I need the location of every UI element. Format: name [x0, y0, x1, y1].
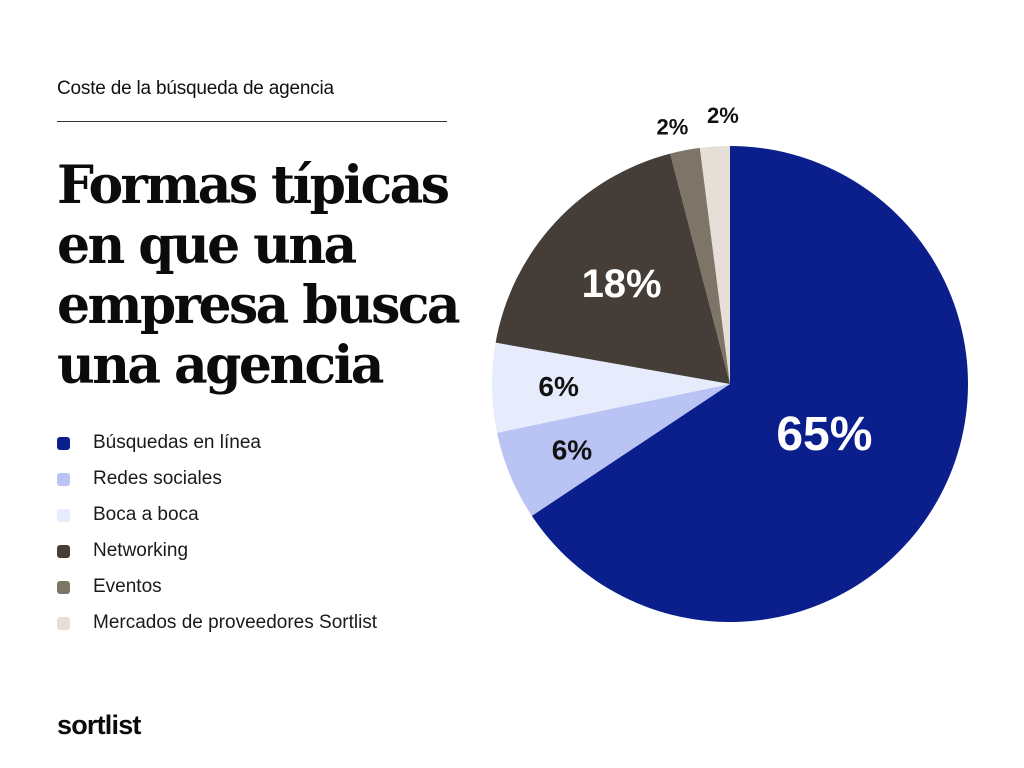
legend-swatch: [57, 436, 70, 450]
legend-item: Redes sociales: [57, 461, 377, 497]
chart-headline: Formas típicas en que una empresa busca …: [57, 156, 477, 396]
legend-label: Eventos: [93, 576, 162, 597]
pie-chart: 65% 6% 6% 18% 2% 2%: [492, 103, 968, 622]
legend-item: Mercados de proveedores Sortlist: [57, 605, 377, 641]
legend-label: Búsquedas en línea: [93, 432, 261, 453]
legend-swatch: [57, 616, 70, 630]
legend-label: Boca a boca: [93, 504, 199, 525]
pie-data-label: 2%: [707, 103, 739, 128]
headline-line-4: una agencia: [57, 335, 384, 396]
headline-line-1: Formas típicas: [57, 155, 450, 216]
legend-item: Eventos: [57, 569, 377, 605]
pie-data-label: 65%: [776, 408, 872, 461]
legend-swatch: [57, 508, 70, 522]
chart-eyebrow: Coste de la búsqueda de agencia: [57, 78, 334, 99]
sortlist-logo: sortlist: [57, 710, 141, 740]
legend-label: Networking: [93, 540, 189, 561]
legend-swatch: [57, 580, 70, 594]
headline-line-3: empresa busca: [57, 275, 461, 336]
legend-swatch: [57, 544, 70, 558]
legend-item: Networking: [57, 533, 377, 569]
pie-slice: [670, 147, 730, 384]
legend-label: Mercados de proveedores Sortlist: [93, 612, 378, 633]
legend-label: Redes sociales: [93, 468, 222, 489]
pie-slice: [495, 153, 730, 384]
pie-slice: [497, 384, 730, 516]
pie-slice: [531, 146, 968, 622]
pie-slice: [492, 342, 730, 433]
pie-slice: [699, 146, 730, 384]
chart-legend: Búsquedas en línea Redes sociales Boca a…: [57, 425, 377, 641]
legend-swatch: [57, 472, 70, 486]
legend-item: Búsquedas en línea: [57, 425, 377, 461]
pie-data-label: 6%: [552, 435, 593, 466]
pie-data-label: 18%: [582, 262, 662, 306]
headline-line-2: en que una: [57, 215, 357, 276]
divider: [57, 121, 447, 122]
legend-item: Boca a boca: [57, 497, 377, 533]
pie-data-label: 2%: [657, 114, 689, 139]
pie-data-label: 6%: [538, 371, 579, 402]
